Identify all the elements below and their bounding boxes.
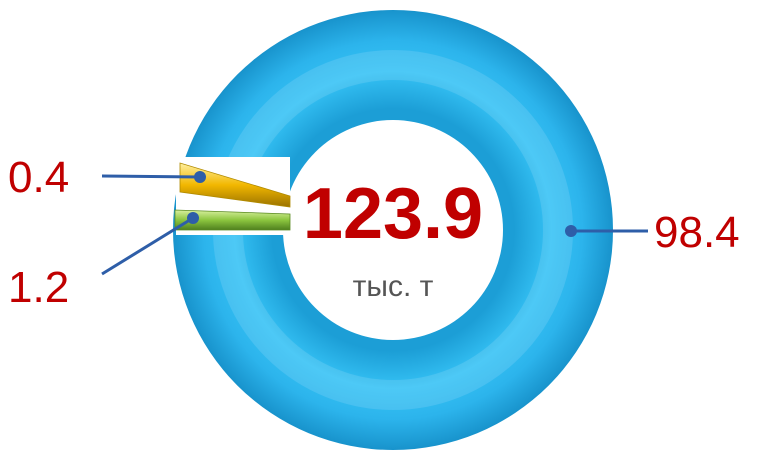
leader-dot-98-4 bbox=[565, 225, 577, 237]
center-unit-label: тыс. т bbox=[353, 270, 434, 303]
leader-line-1-2 bbox=[101, 216, 194, 276]
leader-dot-0-4 bbox=[194, 171, 206, 183]
slice-label-0-4: 0.4 bbox=[8, 153, 69, 202]
slice-label-98-4: 98.4 bbox=[654, 208, 740, 257]
slice-green bbox=[174, 209, 291, 231]
leader-dot-1-2 bbox=[187, 212, 199, 224]
slice-gold bbox=[179, 162, 291, 208]
center-total-value: 123.9 bbox=[303, 174, 483, 254]
leader-line-0-4 bbox=[101, 174, 201, 179]
slice-label-1-2: 1.2 bbox=[8, 263, 69, 312]
slice-blue-ring bbox=[173, 10, 613, 450]
